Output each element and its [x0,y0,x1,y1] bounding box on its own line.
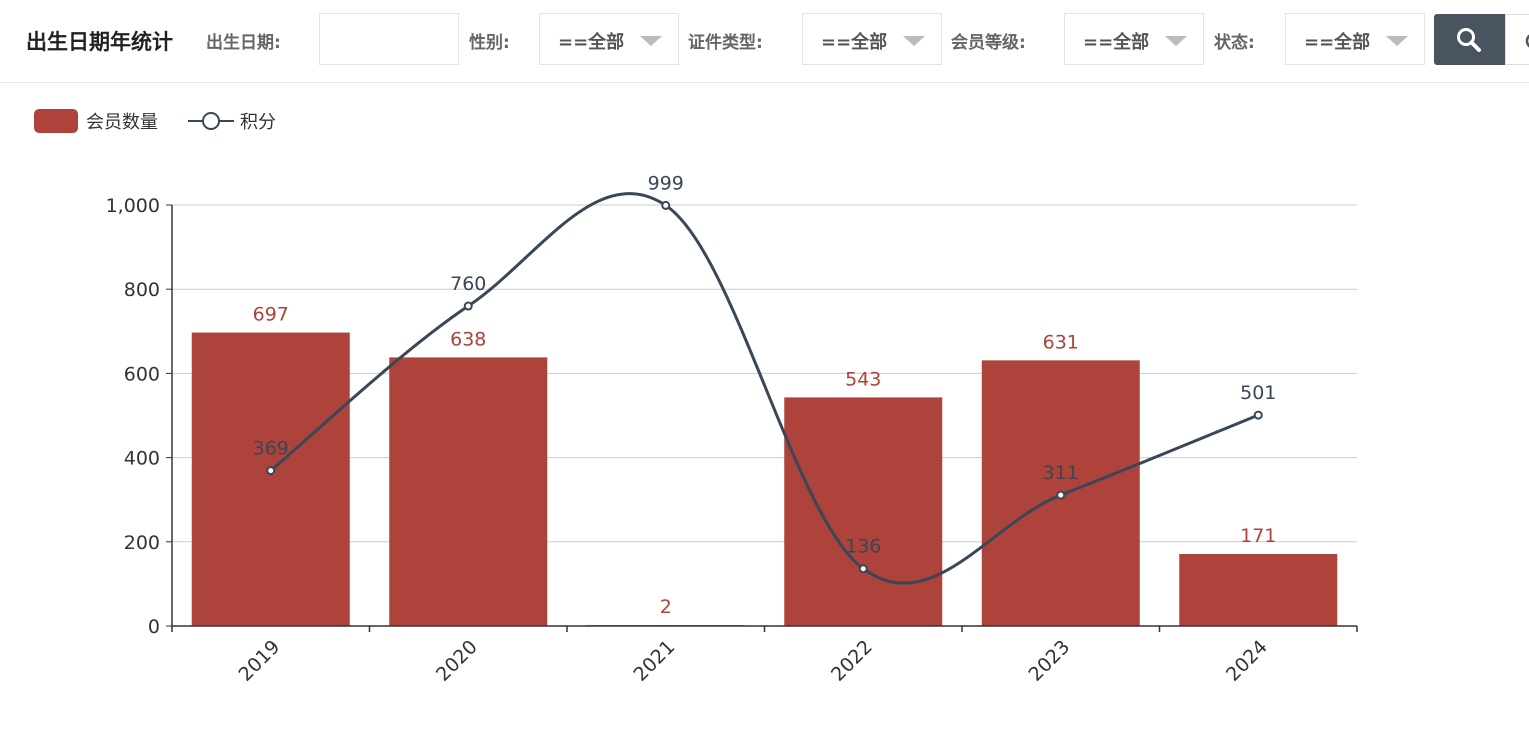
line-data-label: 369 [253,438,289,460]
gender-select[interactable]: ==全部 [539,13,679,65]
bar-data-label: 2 [660,596,672,618]
bar-data-label: 543 [845,368,881,390]
gender-label: 性别: [469,33,510,53]
y-tick-label: 0 [148,616,160,638]
line-point[interactable] [463,301,473,311]
y-tick-label: 800 [124,279,160,301]
line-point[interactable] [1253,410,1263,420]
bar[interactable] [191,332,350,626]
bar-data-label: 631 [1043,331,1079,353]
y-tick-label: 400 [124,448,160,470]
y-tick-label: 200 [124,532,160,554]
idtype-label: 证件类型: [688,33,763,53]
x-tick-label: 2019 [235,636,285,686]
legend-bar-swatch[interactable] [34,109,78,133]
bar-data-label: 638 [450,328,486,350]
line-data-label: 136 [845,536,881,558]
line-data-label: 311 [1043,462,1079,484]
search-icon [1457,28,1481,52]
chevron-down-icon [640,36,662,46]
idtype-select-value: ==全部 [821,32,888,53]
legend-label-points: 积分 [240,112,276,133]
line-data-label: 999 [648,172,684,194]
chevron-down-icon [1165,36,1187,46]
chevron-down-icon [1386,36,1408,46]
y-tick-label: 1,000 [106,195,160,217]
level-label: 会员等级: [951,33,1026,53]
search-button[interactable] [1434,14,1505,65]
line-point[interactable] [661,200,671,210]
x-tick-label: 2022 [827,636,877,686]
idtype-select[interactable]: ==全部 [802,13,942,65]
line-point[interactable] [858,564,868,574]
bar-data-label: 171 [1240,525,1276,547]
level-select-value: ==全部 [1083,32,1150,53]
legend-label-members: 会员数量 [86,112,158,133]
line-point[interactable] [1056,490,1066,500]
legend-line-swatch[interactable] [188,109,234,133]
bar[interactable] [1179,554,1338,626]
bar[interactable] [784,397,943,626]
bar[interactable] [389,357,548,626]
filter-toolbar: 出生日期年统计 出生日期: 性别: ==全部 证件类型: ==全部 会员等级: … [0,0,1529,83]
refresh-icon [1525,34,1529,48]
line-point[interactable] [266,466,276,476]
chart-canvas: 0 200 400 600 800 1,000 697 638 2 543 631 171 2019 20… [106,172,1358,686]
chevron-down-icon [903,36,925,46]
line-data-label: 760 [450,273,486,295]
x-tick-label: 2024 [1222,636,1272,686]
birthdate-label: 出生日期: [206,33,281,53]
status-label: 状态: [1214,33,1255,53]
x-tick-label: 2021 [630,636,680,686]
status-select-value: ==全部 [1304,32,1371,53]
level-select[interactable]: ==全部 [1064,13,1204,65]
reset-button[interactable] [1505,14,1529,65]
birthdate-input[interactable] [319,13,459,65]
bar-data-label: 697 [253,304,289,326]
y-tick-label: 600 [124,363,160,385]
line-data-label: 501 [1240,382,1276,404]
x-tick-label: 2020 [432,636,482,686]
gender-select-value: ==全部 [558,32,625,53]
x-tick-label: 2023 [1025,636,1075,686]
status-select[interactable]: ==全部 [1285,13,1425,65]
page-title: 出生日期年统计 [26,30,173,54]
